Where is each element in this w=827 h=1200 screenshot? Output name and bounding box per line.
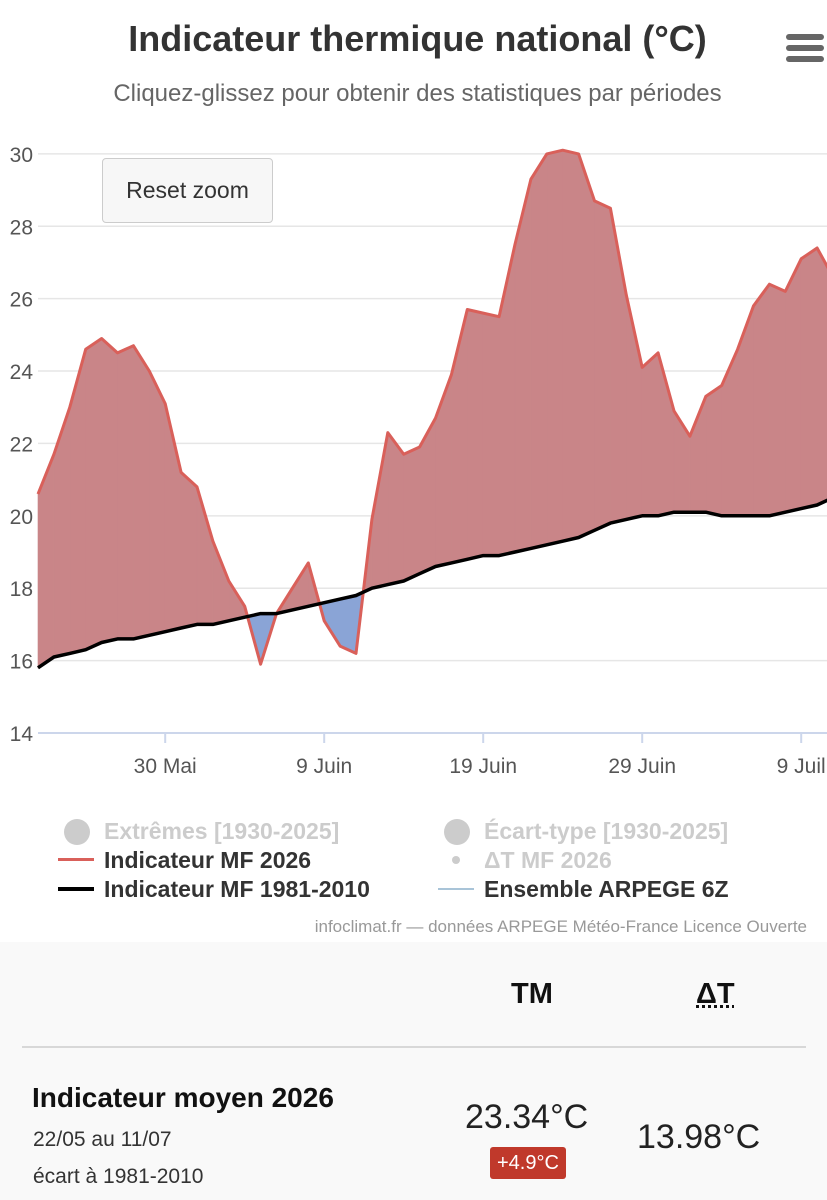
y-tick-label: 16 <box>10 651 33 674</box>
area-segment <box>467 310 483 560</box>
legend-item-mf-1981-2010[interactable]: Indicateur MF 1981-2010 <box>58 872 370 906</box>
area-segment <box>642 353 658 516</box>
area-segment <box>547 150 563 545</box>
x-tick-label: 29 Juin <box>608 755 676 778</box>
area-segment <box>817 248 827 505</box>
legend-label: Extrêmes [1930-2025] <box>104 818 339 845</box>
column-header-tm: TM <box>511 978 553 1011</box>
area-segment <box>706 386 722 516</box>
legend-item-arpege[interactable]: Ensemble ARPEGE 6Z <box>438 872 729 906</box>
area-segment <box>531 154 547 549</box>
area-segment <box>197 487 213 625</box>
chart-plot[interactable]: 14 16 18 20 22 24 26 28 30 30 Mai 9 Juin 19 Juin 29 … <box>0 0 827 800</box>
y-tick-label: 28 <box>10 216 33 239</box>
stats-row-note: écart à 1981-2010 <box>33 1165 203 1189</box>
x-tick-label: 30 Mai <box>134 755 197 778</box>
area-segment <box>483 313 499 556</box>
legend-label: Indicateur MF 2026 <box>104 847 311 874</box>
y-tick-label: 22 <box>10 433 33 456</box>
tm-delta-badge: +4.9°C <box>490 1147 566 1179</box>
y-tick-label: 30 <box>10 144 33 167</box>
chart-credits[interactable]: infoclimat.fr — données ARPEGE Météo-Fra… <box>315 917 807 937</box>
area-segment <box>436 375 452 567</box>
area-segment <box>149 371 165 635</box>
tm-value: 23.34°C <box>465 1098 588 1137</box>
y-tick-label: 18 <box>10 578 33 601</box>
stats-row-period: 22/05 au 11/07 <box>33 1128 172 1152</box>
area-segment <box>563 150 579 541</box>
reset-zoom-button[interactable]: Reset zoom <box>102 158 273 223</box>
chart-legend: Extrêmes [1930-2025] Écart-type [1930-20… <box>0 812 827 912</box>
area-segment <box>404 447 420 581</box>
column-header-delta-t[interactable]: ΔT <box>696 978 735 1011</box>
area-layer <box>38 150 827 668</box>
y-tick-label: 24 <box>10 361 34 384</box>
area-segment <box>595 201 611 530</box>
area-segment <box>133 346 149 639</box>
legend-line-icon <box>438 872 474 906</box>
y-tick-label: 26 <box>10 289 33 312</box>
legend-label: Ensemble ARPEGE 6Z <box>484 876 729 903</box>
area-segment <box>181 472 197 628</box>
legend-label: ΔT MF 2026 <box>484 847 612 874</box>
legend-line-icon <box>58 872 94 906</box>
x-tick-label: 9 Juin <box>296 755 352 778</box>
area-segment <box>102 338 118 642</box>
area-segment <box>785 259 801 512</box>
area-segment <box>118 346 134 639</box>
area-segment <box>213 541 229 624</box>
y-tick-label: 14 <box>10 723 34 746</box>
area-segment <box>86 338 102 649</box>
area-segment <box>722 349 738 516</box>
legend-label: Indicateur MF 1981-2010 <box>104 876 370 903</box>
area-segment <box>388 433 404 585</box>
area-segment <box>801 248 817 509</box>
area-segment <box>738 306 754 516</box>
area-segment <box>769 284 785 516</box>
x-tick-label: 9 Juil <box>777 755 826 778</box>
y-tick-label: 20 <box>10 506 33 529</box>
area-segment <box>499 244 515 555</box>
area-segment <box>579 154 595 538</box>
x-tick-label: 19 Juin <box>449 755 517 778</box>
stats-row-title: Indicateur moyen 2026 <box>32 1082 334 1114</box>
stats-panel: TM ΔT Indicateur moyen 2026 22/05 au 11/… <box>0 942 827 1200</box>
area-segment <box>754 284 770 516</box>
delta-t-value: 13.98°C <box>637 1118 760 1157</box>
area-segment <box>340 595 356 653</box>
divider <box>22 1046 806 1048</box>
legend-label: Écart-type [1930-2025] <box>484 818 728 845</box>
